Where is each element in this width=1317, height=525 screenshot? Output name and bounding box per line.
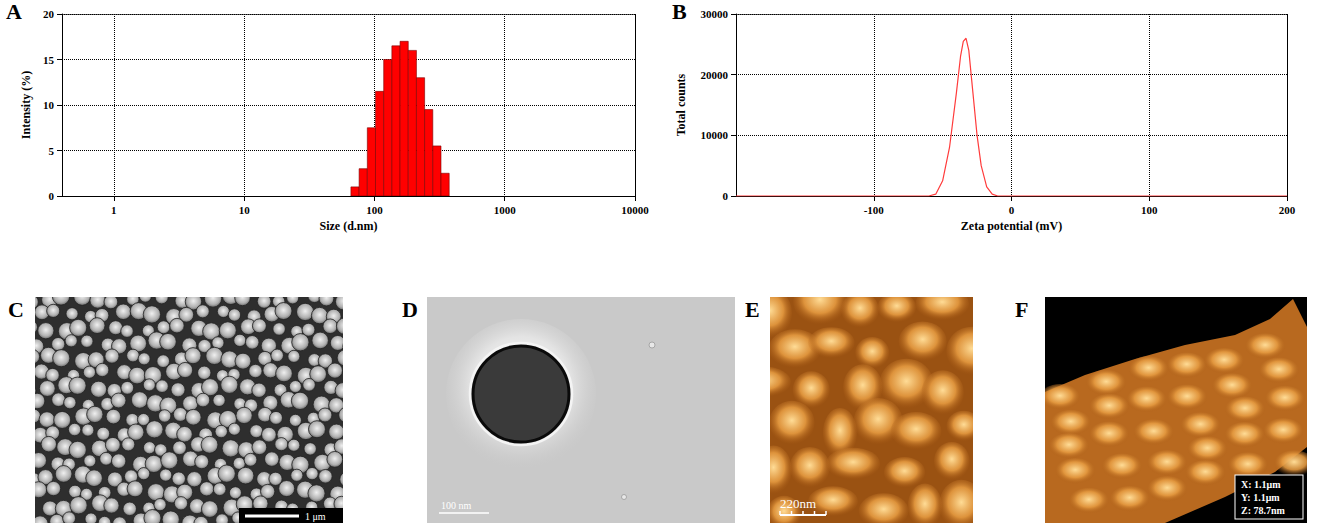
svg-text:200: 200 xyxy=(1279,204,1296,216)
svg-text:D: D xyxy=(402,297,418,322)
svg-text:E: E xyxy=(745,297,760,322)
svg-text:10: 10 xyxy=(43,99,55,111)
svg-text:Y: 1.1μm: Y: 1.1μm xyxy=(1241,492,1280,503)
svg-text:20: 20 xyxy=(43,8,55,20)
svg-text:0: 0 xyxy=(49,190,55,202)
svg-text:-100: -100 xyxy=(864,204,885,216)
svg-text:100 nm: 100 nm xyxy=(441,500,472,511)
svg-text:20000: 20000 xyxy=(701,69,729,81)
svg-text:5: 5 xyxy=(49,145,55,157)
svg-text:10: 10 xyxy=(239,204,251,216)
svg-text:1: 1 xyxy=(111,204,117,216)
svg-text:Z: 78.7nm: Z: 78.7nm xyxy=(1241,505,1286,516)
svg-text:C: C xyxy=(8,297,24,322)
svg-text:Total counts: Total counts xyxy=(674,73,688,136)
svg-text:100: 100 xyxy=(366,204,383,216)
svg-text:F: F xyxy=(1015,297,1028,322)
svg-text:0: 0 xyxy=(1009,204,1015,216)
svg-text:10000: 10000 xyxy=(621,204,649,216)
svg-text:Size (d.nm): Size (d.nm) xyxy=(320,219,378,233)
svg-text:220nm: 220nm xyxy=(780,496,816,511)
svg-text:X: 1.1μm: X: 1.1μm xyxy=(1241,479,1281,490)
svg-text:Intensity (%): Intensity (%) xyxy=(19,71,33,139)
svg-text:0: 0 xyxy=(723,190,729,202)
svg-text:15: 15 xyxy=(43,54,55,66)
svg-text:100: 100 xyxy=(1141,204,1158,216)
html-text:A: A xyxy=(6,0,22,24)
svg-text:1000: 1000 xyxy=(494,204,516,216)
svg-text:10000: 10000 xyxy=(701,129,729,141)
svg-text:30000: 30000 xyxy=(701,8,729,20)
html-text:B: B xyxy=(672,0,687,24)
svg-text:1 μm: 1 μm xyxy=(305,511,326,522)
svg-text:Zeta potential (mV): Zeta potential (mV) xyxy=(961,219,1062,233)
